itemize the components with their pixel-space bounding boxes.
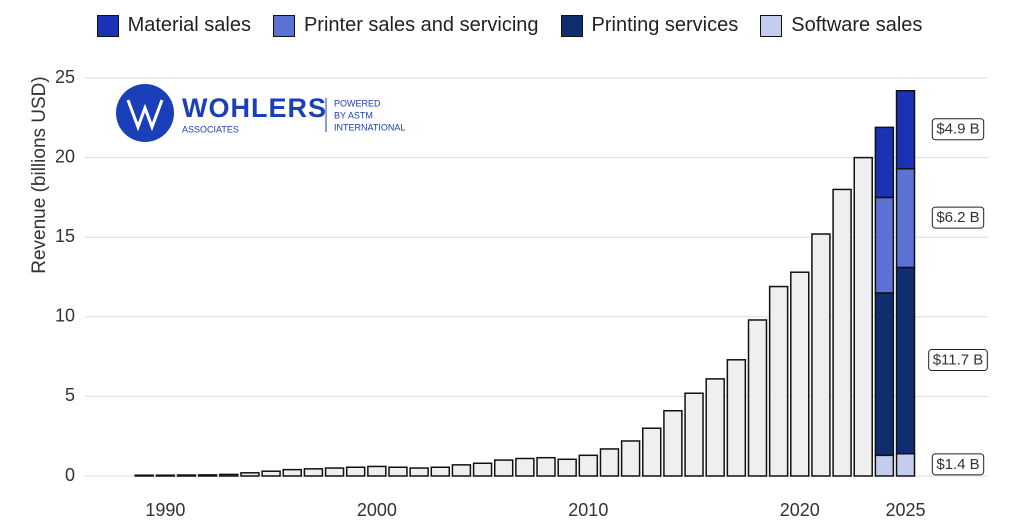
bar bbox=[493, 459, 514, 477]
value-label-text: $11.7 B bbox=[933, 352, 984, 369]
bar bbox=[620, 440, 641, 477]
bar-segment bbox=[874, 292, 895, 457]
bar bbox=[832, 188, 852, 477]
bar-segment bbox=[874, 454, 895, 477]
bar bbox=[261, 470, 281, 477]
bar-segment bbox=[895, 167, 916, 269]
legend-label: Printer sales and servicing bbox=[303, 14, 539, 36]
y-axis-label: Revenue (billions USD) bbox=[29, 76, 50, 273]
bar bbox=[684, 392, 704, 477]
bar bbox=[853, 156, 873, 477]
x-tick-label: 2020 bbox=[780, 500, 820, 520]
value-label-text: $1.4 B bbox=[936, 456, 979, 473]
logo-tag: POWERED bbox=[334, 98, 381, 108]
legend-swatch bbox=[96, 14, 119, 37]
value-label-text: $4.9 B bbox=[936, 121, 979, 138]
y-tick-label: 5 bbox=[65, 385, 75, 405]
legend-item: Printing services bbox=[560, 14, 739, 37]
bar-segment bbox=[895, 266, 916, 455]
bar bbox=[176, 474, 197, 477]
bar bbox=[219, 473, 239, 477]
value-label-text: $6.2 B bbox=[936, 209, 979, 226]
x-tick-label: 2010 bbox=[568, 500, 608, 520]
bar-segment bbox=[895, 89, 916, 170]
value-label: $1.4 B bbox=[931, 453, 985, 476]
bar bbox=[557, 458, 577, 477]
y-tick-label: 10 bbox=[55, 306, 75, 326]
bar bbox=[430, 466, 451, 477]
bar bbox=[811, 233, 831, 477]
value-label: $4.9 B bbox=[931, 118, 985, 141]
bar bbox=[663, 409, 683, 477]
logo-mark bbox=[126, 99, 164, 132]
bar bbox=[747, 319, 768, 477]
x-tick-label: 1990 bbox=[145, 500, 185, 520]
bar bbox=[367, 465, 387, 477]
value-label-box bbox=[928, 349, 988, 372]
legend-swatch bbox=[560, 14, 583, 37]
value-label-box bbox=[931, 118, 985, 141]
bar bbox=[388, 466, 408, 477]
bar bbox=[578, 454, 599, 477]
logo-sub: ASSOCIATES bbox=[182, 124, 239, 134]
legend-item: Material sales bbox=[96, 14, 251, 37]
bar bbox=[515, 457, 535, 477]
bar bbox=[345, 466, 366, 477]
bar bbox=[155, 474, 176, 477]
bar bbox=[472, 462, 493, 477]
value-label: $11.7 B bbox=[928, 349, 988, 372]
bar bbox=[536, 456, 556, 477]
bar-segment bbox=[874, 126, 895, 199]
y-tick-label: 20 bbox=[55, 146, 75, 166]
logo: WOHLERS ASSOCIATES POWERED BY ASTM INTER… bbox=[116, 84, 405, 142]
logo-circle bbox=[116, 84, 174, 142]
x-tick-label: 2025 bbox=[886, 500, 926, 520]
legend: Material sales Printer sales and servicin… bbox=[0, 14, 1019, 37]
bar bbox=[134, 474, 154, 477]
legend-swatch bbox=[760, 14, 783, 37]
value-label-box bbox=[931, 206, 985, 229]
value-label-box bbox=[931, 453, 985, 476]
y-tick-label: 0 bbox=[65, 465, 75, 485]
x-tick-label: 2000 bbox=[357, 500, 397, 520]
value-label: $6.2 B bbox=[931, 206, 985, 229]
bar bbox=[705, 378, 725, 477]
legend-label: Software sales bbox=[791, 14, 923, 36]
y-tick-label: 25 bbox=[55, 67, 75, 87]
bar-segment bbox=[874, 196, 895, 294]
bar bbox=[409, 467, 429, 477]
bar bbox=[642, 427, 662, 477]
legend-swatch bbox=[272, 14, 295, 37]
legend-label: Printing services bbox=[591, 14, 739, 36]
logo-name: WOHLERS bbox=[182, 93, 327, 123]
logo-tag: INTERNATIONAL bbox=[334, 122, 405, 132]
bar-segment bbox=[895, 452, 916, 477]
bar bbox=[303, 468, 324, 477]
bar bbox=[599, 448, 620, 477]
bar bbox=[768, 285, 789, 477]
legend-label: Material sales bbox=[127, 14, 251, 36]
legend-item: Software sales bbox=[760, 14, 922, 37]
bar bbox=[282, 468, 302, 477]
bar bbox=[451, 464, 472, 477]
bar bbox=[324, 467, 345, 477]
bar bbox=[240, 472, 260, 477]
bar bbox=[197, 474, 218, 477]
bar bbox=[790, 271, 810, 477]
logo-tag: BY ASTM bbox=[334, 110, 373, 120]
bar bbox=[726, 359, 747, 477]
legend-item: Printer sales and servicing bbox=[272, 14, 539, 37]
y-tick-label: 15 bbox=[55, 226, 75, 246]
